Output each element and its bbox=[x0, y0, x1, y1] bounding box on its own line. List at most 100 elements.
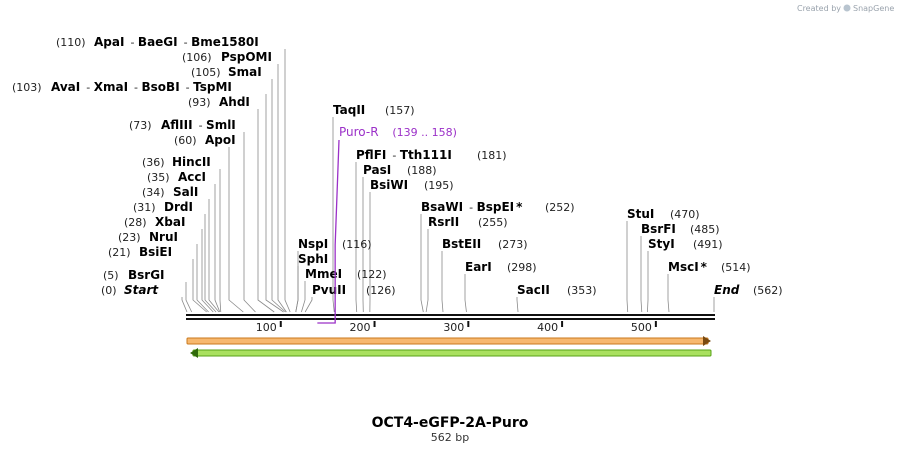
enzyme-site[interactable]: (255)RsrII bbox=[428, 215, 508, 229]
site-names: BsiEI bbox=[139, 245, 172, 259]
axis-tick-label: 500 bbox=[631, 321, 652, 334]
enzyme-site[interactable]: (491)StyI bbox=[648, 237, 723, 251]
site-names: SalI bbox=[173, 185, 198, 199]
site-leader bbox=[356, 162, 357, 312]
site-leader bbox=[421, 214, 423, 312]
site-position: (73) bbox=[129, 119, 152, 132]
enzyme-name: PasI bbox=[363, 163, 391, 177]
enzyme-name: MscI bbox=[668, 260, 699, 274]
axis-tick-label: 300 bbox=[443, 321, 464, 334]
name-separator: - bbox=[86, 81, 93, 94]
enzyme-site[interactable]: (35)AccI bbox=[147, 170, 206, 184]
site-names: HincII bbox=[172, 155, 211, 169]
enzyme-site[interactable]: (0)Start bbox=[101, 283, 159, 297]
enzyme-site[interactable]: SphI bbox=[298, 252, 328, 266]
site-names: AhdI bbox=[219, 95, 250, 109]
site-position: (0) bbox=[101, 284, 117, 297]
enzyme-name: SmaI bbox=[228, 65, 262, 79]
site-names: AflIII- SmlI bbox=[161, 118, 236, 132]
enzyme-site[interactable]: (31)DrdI bbox=[133, 200, 193, 214]
name-separator: - bbox=[469, 201, 476, 214]
enzyme-name: BsoBI bbox=[142, 80, 180, 94]
enzyme-name: BsiEI bbox=[139, 245, 172, 259]
orf-forward-arrow[interactable] bbox=[187, 336, 711, 346]
site-position: (122) bbox=[357, 268, 387, 281]
site-position: (157) bbox=[385, 104, 415, 117]
site-leader bbox=[266, 94, 284, 312]
enzyme-name: EarI bbox=[465, 260, 492, 274]
site-position: (353) bbox=[567, 284, 597, 297]
site-leader bbox=[627, 221, 628, 312]
enzyme-site[interactable]: (353) SacII bbox=[517, 283, 597, 297]
enzyme-name: BsrGI bbox=[128, 268, 165, 282]
site-leader bbox=[205, 214, 216, 312]
enzyme-name: BstEII bbox=[442, 237, 481, 251]
enzyme-site[interactable]: (34)SalI bbox=[142, 185, 198, 199]
site-leader bbox=[220, 169, 221, 312]
enzyme-site[interactable]: (105) SmaI bbox=[191, 65, 262, 79]
site-names: BsaWI- BspEI* bbox=[421, 200, 523, 214]
site-names: PvuII bbox=[312, 283, 346, 297]
enzyme-name: SphI bbox=[298, 252, 328, 266]
name-separator: - bbox=[134, 81, 141, 94]
enzyme-site[interactable]: (252)BsaWI- BspEI* bbox=[421, 200, 575, 214]
enzyme-site[interactable]: (73) AflIII- SmlI bbox=[129, 118, 236, 132]
enzyme-site[interactable]: (157) TaqII bbox=[333, 103, 415, 117]
enzyme-site[interactable]: (195)BsiWI bbox=[370, 178, 454, 192]
enzyme-site[interactable]: (60) ApoI bbox=[174, 133, 236, 147]
site-names: ApoI bbox=[205, 133, 236, 147]
enzyme-site[interactable]: (273) BstEII bbox=[442, 237, 528, 251]
enzyme-name: SmlI bbox=[206, 118, 236, 132]
orf-forward-bar bbox=[187, 338, 708, 344]
enzyme-site[interactable]: (122)MmeI bbox=[305, 267, 387, 281]
enzyme-site[interactable]: (126) PvuII bbox=[312, 283, 396, 297]
site-leader bbox=[229, 147, 243, 312]
enzyme-site[interactable]: (298) EarI bbox=[465, 260, 537, 274]
enzyme-name: RsrII bbox=[428, 215, 459, 229]
site-leader bbox=[285, 49, 290, 312]
feature-bracket bbox=[317, 312, 335, 323]
name-separator: - bbox=[392, 149, 399, 162]
enzyme-name: XbaI bbox=[155, 215, 185, 229]
site-position: (126) bbox=[366, 284, 396, 297]
enzyme-name: SacII bbox=[517, 283, 550, 297]
site-names: PflFI- Tth111I bbox=[356, 148, 452, 162]
site-leader bbox=[244, 132, 255, 312]
enzyme-site[interactable]: (106)PspOMI bbox=[182, 50, 272, 64]
name-separator: - bbox=[186, 81, 193, 94]
enzyme-site[interactable]: (514)MscI* bbox=[668, 260, 751, 274]
enzyme-name: TaqII bbox=[333, 103, 365, 117]
enzyme-site[interactable]: (36)HincII bbox=[142, 155, 211, 169]
enzyme-site[interactable]: (470)StuI bbox=[627, 207, 700, 221]
enzyme-site[interactable]: (485)BsrFI bbox=[641, 222, 720, 236]
enzyme-site[interactable]: (28)XbaI bbox=[124, 215, 185, 229]
site-leader bbox=[301, 281, 305, 312]
enzyme-site[interactable]: (5)BsrGI bbox=[103, 268, 165, 282]
enzyme-name: Tth111I bbox=[400, 148, 452, 162]
site-position: (106) bbox=[182, 51, 212, 64]
enzyme-name: NruI bbox=[149, 230, 178, 244]
enzyme-name: BsiWI bbox=[370, 178, 408, 192]
enzyme-site[interactable]: (21)BsiEI bbox=[108, 245, 172, 259]
enzyme-site[interactable]: (23)NruI bbox=[118, 230, 178, 244]
enzyme-site[interactable]: (188)PasI bbox=[363, 163, 437, 177]
enzyme-site[interactable]: (110)ApaI- BaeGI- Bme1580I bbox=[56, 35, 259, 49]
enzyme-site[interactable]: (181)PflFI- Tth111I bbox=[356, 148, 507, 162]
site-names: XbaI bbox=[155, 215, 185, 229]
site-position: (60) bbox=[174, 134, 197, 147]
site-leader bbox=[465, 274, 466, 312]
feature-label[interactable]: Puro-R (139 .. 158) bbox=[339, 125, 457, 139]
site-position: (273) bbox=[498, 238, 528, 251]
sequence-backbone bbox=[186, 315, 715, 319]
credit-watermark[interactable]: Created by SnapGene bbox=[797, 4, 894, 13]
orf-reverse-arrow[interactable] bbox=[190, 348, 711, 358]
site-position: (298) bbox=[507, 261, 537, 274]
site-names: BsrGI bbox=[128, 268, 165, 282]
enzyme-site[interactable]: (103)AvaI- XmaI- BsoBI- TspMI bbox=[12, 80, 232, 94]
enzyme-site[interactable]: (93)AhdI bbox=[188, 95, 250, 109]
site-position: (105) bbox=[191, 66, 221, 79]
enzyme-name: PflFI bbox=[356, 148, 386, 162]
enzyme-site[interactable]: (562)End bbox=[714, 283, 783, 297]
